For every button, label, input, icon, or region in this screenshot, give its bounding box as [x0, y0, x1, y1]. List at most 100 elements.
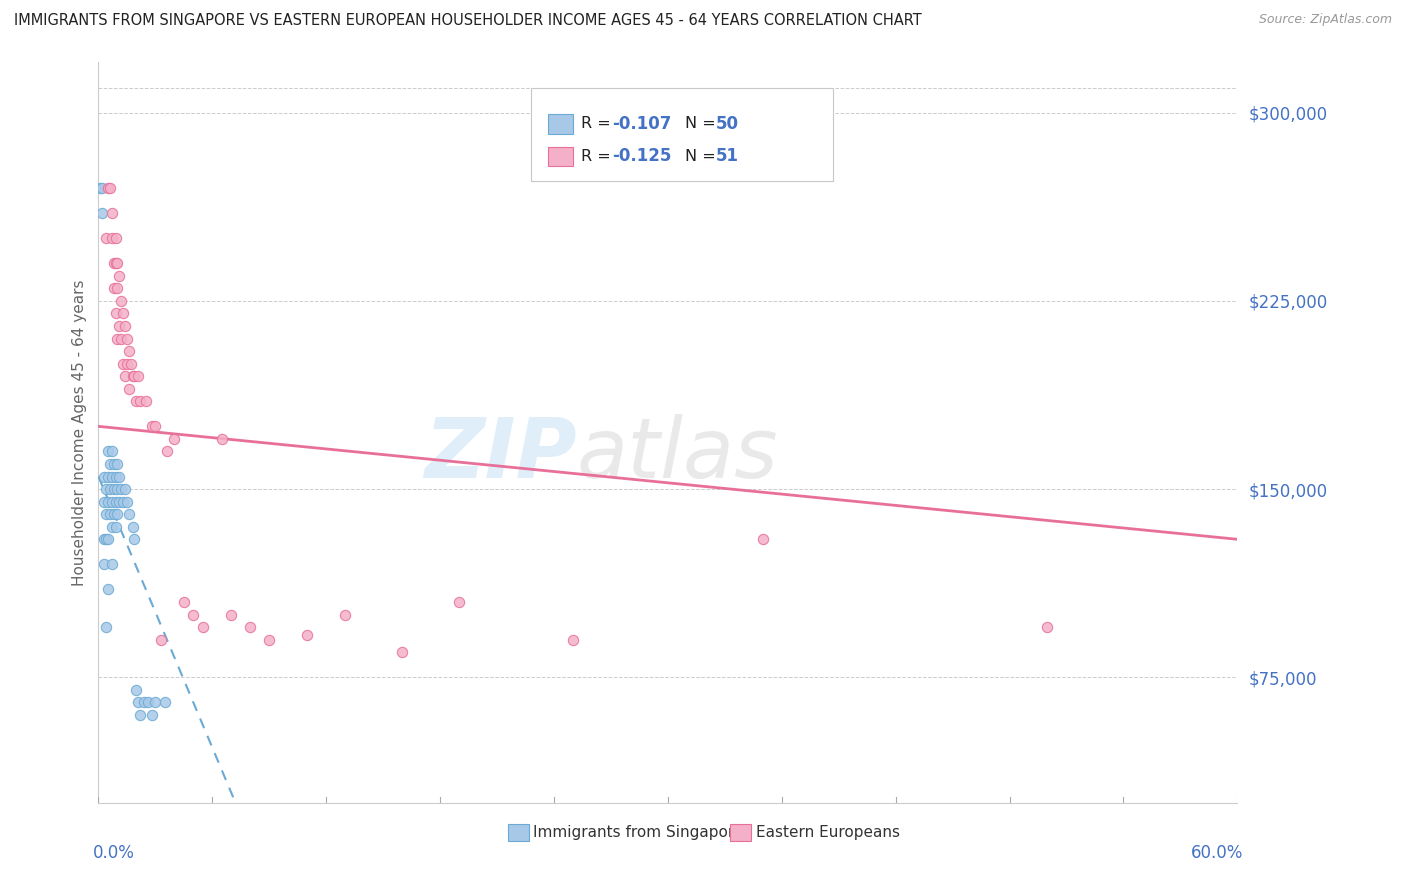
Y-axis label: Householder Income Ages 45 - 64 years: Householder Income Ages 45 - 64 years — [72, 279, 87, 586]
FancyBboxPatch shape — [531, 88, 832, 181]
Point — [93, 469, 115, 483]
Point — [391, 645, 413, 659]
Bar — [731, 823, 751, 841]
Point — [129, 708, 152, 723]
Point — [97, 533, 120, 547]
Text: R =: R = — [581, 149, 616, 164]
Point — [107, 256, 129, 270]
Point — [107, 457, 129, 471]
Point — [125, 682, 148, 697]
Point — [562, 632, 585, 647]
Point — [98, 507, 121, 521]
Point — [103, 482, 125, 496]
Point — [156, 444, 179, 458]
Point — [115, 331, 138, 345]
Point — [752, 533, 775, 547]
Point — [107, 507, 129, 521]
Point — [104, 256, 127, 270]
Point — [103, 507, 125, 521]
Point — [100, 520, 122, 534]
Point — [100, 444, 122, 458]
Point — [145, 419, 167, 434]
Point — [91, 181, 114, 195]
Point — [129, 394, 152, 409]
Text: 60.0%: 60.0% — [1191, 844, 1243, 862]
Point — [114, 482, 136, 496]
Point — [107, 482, 129, 496]
Point — [173, 595, 195, 609]
Point — [100, 494, 122, 508]
Point — [114, 369, 136, 384]
Point — [127, 369, 149, 384]
Point — [221, 607, 243, 622]
Point — [125, 394, 148, 409]
Point — [449, 595, 471, 609]
Point — [114, 318, 136, 333]
Point — [104, 520, 127, 534]
Text: Source: ZipAtlas.com: Source: ZipAtlas.com — [1258, 13, 1392, 27]
Point — [97, 469, 120, 483]
Point — [108, 268, 131, 283]
Point — [191, 620, 214, 634]
Point — [1036, 620, 1059, 634]
Point — [118, 382, 141, 396]
Point — [124, 369, 146, 384]
Point — [98, 482, 121, 496]
Text: -0.107: -0.107 — [612, 115, 672, 133]
Point — [145, 695, 167, 709]
Point — [124, 533, 146, 547]
Point — [259, 632, 281, 647]
Point — [104, 469, 127, 483]
Point — [107, 281, 129, 295]
Point — [120, 357, 142, 371]
Point — [121, 520, 143, 534]
Bar — [548, 114, 574, 134]
Point — [98, 181, 121, 195]
Point — [93, 558, 115, 572]
Point — [118, 344, 141, 359]
Point — [335, 607, 357, 622]
Point — [100, 469, 122, 483]
Point — [103, 457, 125, 471]
Point — [107, 331, 129, 345]
Point — [112, 357, 135, 371]
Text: 0.0%: 0.0% — [93, 844, 135, 862]
Text: 51: 51 — [716, 147, 738, 165]
Point — [97, 181, 120, 195]
Point — [97, 582, 120, 597]
Point — [110, 482, 132, 496]
Point — [104, 494, 127, 508]
Point — [103, 256, 125, 270]
Point — [163, 432, 186, 446]
Point — [183, 607, 205, 622]
Point — [118, 507, 141, 521]
Point — [104, 306, 127, 320]
Text: N =: N = — [685, 149, 721, 164]
Point — [97, 444, 120, 458]
Point — [98, 457, 121, 471]
Point — [100, 206, 122, 220]
Point — [94, 482, 117, 496]
Text: IMMIGRANTS FROM SINGAPORE VS EASTERN EUROPEAN HOUSEHOLDER INCOME AGES 45 - 64 YE: IMMIGRANTS FROM SINGAPORE VS EASTERN EUR… — [14, 13, 922, 29]
Point — [94, 231, 117, 245]
Point — [150, 632, 173, 647]
Point — [94, 620, 117, 634]
Point — [136, 695, 159, 709]
Bar — [509, 823, 529, 841]
Point — [115, 494, 138, 508]
Point — [93, 494, 115, 508]
Point — [141, 419, 163, 434]
Point — [89, 181, 111, 195]
Point — [297, 627, 319, 641]
Point — [132, 695, 155, 709]
Point — [141, 708, 163, 723]
Point — [121, 369, 143, 384]
Point — [91, 206, 114, 220]
Point — [100, 558, 122, 572]
Text: Immigrants from Singapore: Immigrants from Singapore — [533, 825, 744, 840]
Text: -0.125: -0.125 — [612, 147, 672, 165]
Point — [239, 620, 262, 634]
Point — [135, 394, 157, 409]
Point — [100, 231, 122, 245]
Point — [211, 432, 233, 446]
